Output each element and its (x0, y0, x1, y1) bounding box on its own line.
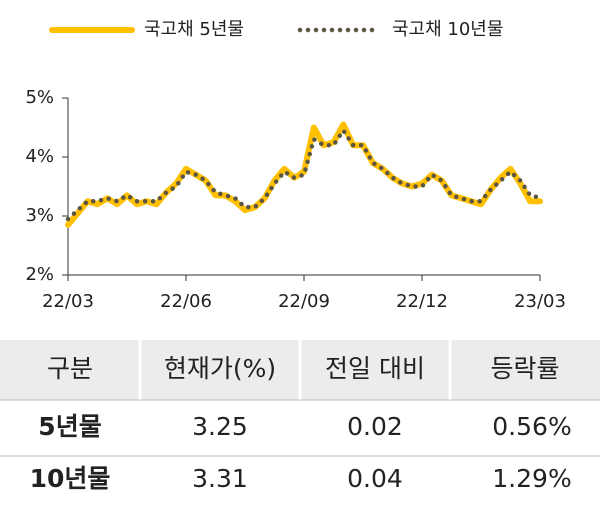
x-tick-label: 23/03 (514, 291, 566, 312)
line-series (65, 121, 543, 228)
row-label: 5년물 (38, 412, 101, 441)
line-series (65, 126, 543, 222)
table-cell: 3.25 (192, 412, 248, 441)
x-tick-label: 22/06 (160, 291, 212, 312)
table-cell: 0.02 (347, 412, 403, 441)
x-tick-label: 22/03 (42, 291, 94, 312)
row-label: 10년물 (30, 464, 111, 493)
table-header: 전일 대비 (325, 354, 425, 383)
table-header: 현재가(%) (164, 354, 276, 383)
x-tick-label: 22/09 (278, 291, 330, 312)
legend-label: 국고채 10년물 (392, 19, 503, 40)
x-tick-label: 22/12 (396, 291, 448, 312)
y-tick-label: 4% (25, 146, 54, 167)
table-header: 구분 (47, 354, 93, 383)
table-cell: 3.31 (192, 464, 248, 493)
table-cell: 0.56% (492, 412, 571, 441)
y-tick-label: 3% (25, 205, 54, 226)
legend-label: 국고채 5년물 (144, 19, 244, 40)
table-cell: 0.04 (347, 464, 403, 493)
y-tick-label: 5% (25, 87, 54, 108)
table-cell: 1.29% (492, 464, 571, 493)
y-tick-label: 2% (25, 264, 54, 285)
table-header: 등락률 (490, 354, 559, 383)
